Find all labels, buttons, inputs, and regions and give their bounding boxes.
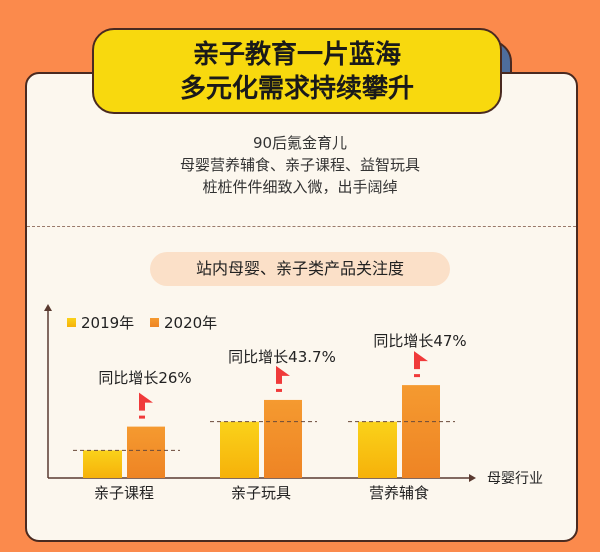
bar-2020	[264, 399, 302, 478]
section-title: 站内母婴、亲子类产品关注度	[150, 252, 450, 286]
legend-label: 2019年	[81, 314, 134, 332]
growth-annotation: 同比增长47%	[373, 332, 466, 350]
y-axis-arrow	[44, 304, 52, 311]
x-axis-label: 母婴行业	[487, 471, 543, 487]
bar-2019	[220, 421, 259, 478]
x-axis-arrow	[469, 474, 476, 482]
category-label: 亲子课程	[94, 484, 154, 502]
up-arrow-icon	[414, 351, 428, 370]
growth-annotation: 同比增长26%	[98, 369, 191, 387]
arrow-icon-dot	[276, 388, 282, 392]
bar-2019	[358, 421, 397, 478]
title-line-1: 亲子教育一片蓝海	[192, 40, 401, 70]
title-banner: 亲子教育一片蓝海 多元化需求持续攀升	[92, 28, 502, 114]
bar-2019	[83, 450, 122, 478]
legend-swatch	[67, 318, 76, 327]
title-line-2: 多元化需求持续攀升	[179, 74, 414, 104]
intro-line: 90后氪金育儿	[252, 134, 348, 152]
intro-line: 桩桩件件细致入微，出手阔绰	[202, 178, 398, 196]
bar-2020	[402, 385, 440, 478]
up-arrow-icon	[139, 392, 153, 411]
divider	[27, 226, 576, 227]
intro-line: 母婴营养辅食、亲子课程、益智玩具	[179, 156, 420, 174]
up-arrow-icon	[276, 365, 290, 384]
arrow-icon-dot	[414, 374, 420, 378]
category-label: 营养辅食	[369, 484, 429, 502]
growth-annotation: 同比增长43.7%	[228, 348, 336, 366]
arrow-icon-dot	[139, 415, 145, 419]
legend-swatch	[150, 318, 159, 327]
legend-label: 2020年	[164, 314, 217, 332]
bar-2020	[127, 426, 165, 478]
category-label: 亲子玩具	[231, 484, 291, 502]
